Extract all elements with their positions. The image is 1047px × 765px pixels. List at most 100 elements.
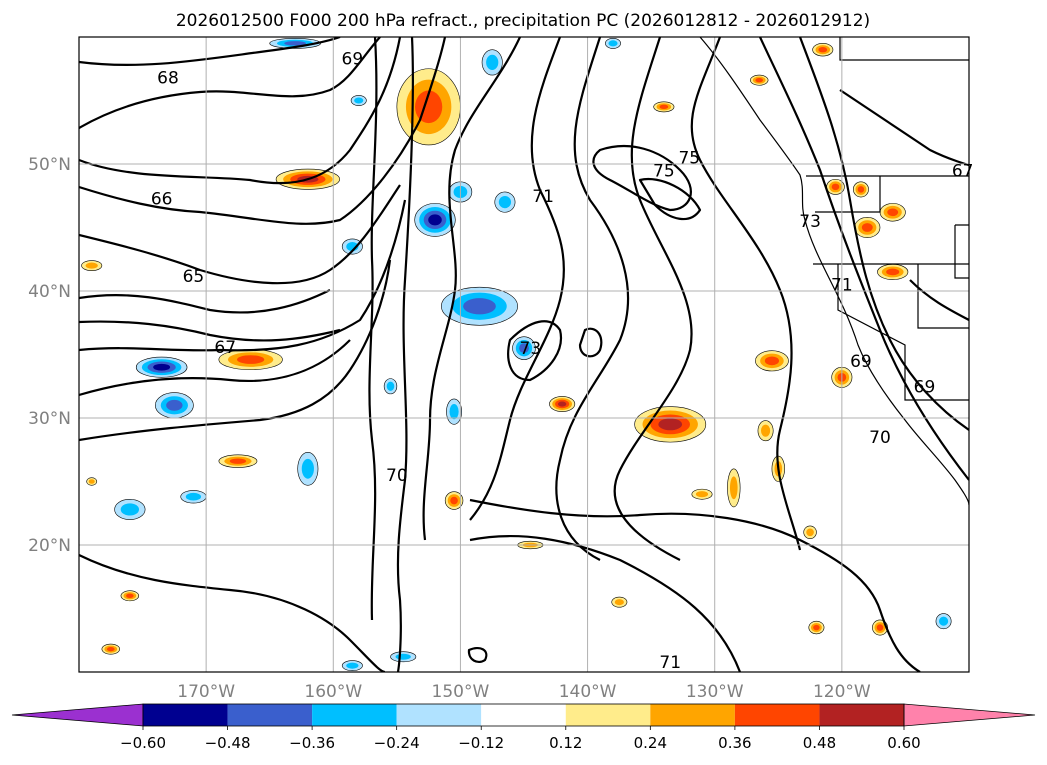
colorbar-tick-label: 0.24 xyxy=(634,734,667,752)
contour-line xyxy=(507,320,563,382)
lat-tick-label: 20°N xyxy=(28,536,71,556)
precip-contour-fill xyxy=(185,492,202,501)
precip-contour-fill xyxy=(886,268,900,276)
contour-value-label: 73 xyxy=(799,212,821,232)
colorbar-segment xyxy=(227,704,313,726)
contour-value-label: 69 xyxy=(914,377,936,397)
contour-value-label: 69 xyxy=(850,352,872,372)
precip-contour-fill xyxy=(806,528,814,537)
precip-anomaly-cell xyxy=(812,43,834,57)
precip-contour-fill xyxy=(498,196,512,209)
contour-value-label: 65 xyxy=(183,267,205,287)
contour-line xyxy=(469,37,566,521)
colorbar-segment xyxy=(481,704,566,726)
colorbar-tick-label: −0.60 xyxy=(120,734,166,752)
colorbar-tick-label: 0.12 xyxy=(549,734,582,752)
precip-anomaly-cell xyxy=(81,260,103,271)
precip-anomaly-cell xyxy=(180,490,207,504)
contour-line xyxy=(638,177,702,221)
precip-contour-fill xyxy=(395,653,411,660)
precip-contour-fill xyxy=(857,186,865,193)
precip-anomaly-cell xyxy=(549,396,576,412)
contour-line xyxy=(422,37,521,541)
precip-anomaly-cell xyxy=(877,264,909,280)
contour-value-label: 70 xyxy=(869,428,891,448)
contour-line xyxy=(613,37,693,561)
precip-anomaly-cell xyxy=(808,620,825,635)
contour-line xyxy=(79,320,341,342)
contour-value-label: 67 xyxy=(214,338,236,358)
colorbar-tick-label: 0.36 xyxy=(718,734,751,752)
precip-contour-fill xyxy=(887,208,899,217)
contour-line xyxy=(79,37,402,185)
precip-contour-fill xyxy=(764,356,780,366)
precip-anomaly-cell xyxy=(653,101,675,113)
contour-line xyxy=(79,199,407,352)
precip-contour-fill xyxy=(813,624,820,631)
precip-anomaly-cell xyxy=(852,181,869,198)
contour-line xyxy=(79,554,386,672)
map-title: 2026012500 F000 200 hPa refract., precip… xyxy=(176,11,870,31)
precip-contour-fill xyxy=(354,97,364,104)
contour-line xyxy=(469,498,921,672)
axis-labels: 50°N 40°N 30°N 20°N 170°W 160°W 150°W 140°W 130°… xyxy=(28,155,871,702)
precip-contour-fill xyxy=(346,662,359,669)
lon-tick-label: 170°W xyxy=(177,682,235,702)
contour-value-label: 71 xyxy=(532,187,554,207)
contour-line xyxy=(79,339,351,397)
lon-tick-label: 150°W xyxy=(432,682,490,702)
colorbar-segment xyxy=(650,704,735,726)
colorbar-outline xyxy=(142,703,905,727)
precip-anomaly-cell xyxy=(297,451,319,486)
lon-tick-label: 130°W xyxy=(686,682,744,702)
colorbar-segment xyxy=(312,704,397,726)
lat-tick-label: 50°N xyxy=(28,155,71,175)
precip-anomaly-cell xyxy=(512,336,536,360)
precip-contour-fill xyxy=(153,363,171,371)
colorbar-segment xyxy=(734,704,820,726)
colorbar-under-arrow xyxy=(11,703,144,727)
precip-contour-fill xyxy=(876,624,884,631)
precip-contour-fill xyxy=(449,404,459,420)
contour-value-label: 69 xyxy=(342,50,364,70)
precip-contour-fill xyxy=(658,418,683,431)
contour-value-label: 68 xyxy=(157,69,179,89)
precip-contour-fill xyxy=(463,298,496,315)
precip-anomaly-cell xyxy=(86,477,98,486)
precip-contour-fill xyxy=(486,54,499,71)
colorbar-tick-label: −0.36 xyxy=(289,734,335,752)
precip-contour-fill xyxy=(301,458,314,479)
contour-line xyxy=(79,184,401,285)
coastline-layer xyxy=(699,37,969,506)
colorbar-tick-label: −0.24 xyxy=(374,734,420,752)
contour-line xyxy=(79,259,392,442)
precip-contour-fill xyxy=(695,491,709,498)
state-border xyxy=(954,224,969,279)
precip-anomaly-cell xyxy=(350,95,367,106)
precip-anomaly-cell xyxy=(727,468,741,508)
precip-contour-fill xyxy=(831,183,840,191)
contour-line xyxy=(555,37,630,561)
colorbar-segment xyxy=(396,704,482,726)
contour-value-label: 71 xyxy=(831,276,853,296)
precip-contour-fill xyxy=(85,262,98,269)
contour-value-label: 75 xyxy=(653,161,675,181)
contour-line xyxy=(79,37,381,129)
refractivity-contour-layer xyxy=(79,37,969,672)
precip-anomaly-cell xyxy=(494,191,516,213)
state-border xyxy=(839,37,969,61)
contour-line xyxy=(79,289,331,314)
precip-contour-fill xyxy=(386,381,395,391)
colorbar-tick-label: −0.48 xyxy=(205,734,251,752)
contour-line xyxy=(592,145,692,212)
precip-anomaly-cell xyxy=(757,420,774,442)
precip-contour-fill xyxy=(126,593,134,598)
precip-anomaly-cell xyxy=(135,356,188,378)
colorbar-segment xyxy=(819,704,904,726)
lon-tick-label: 120°W xyxy=(813,682,871,702)
colorbar-tick-label: 0.48 xyxy=(803,734,836,752)
precip-anomaly-cell xyxy=(755,350,789,372)
